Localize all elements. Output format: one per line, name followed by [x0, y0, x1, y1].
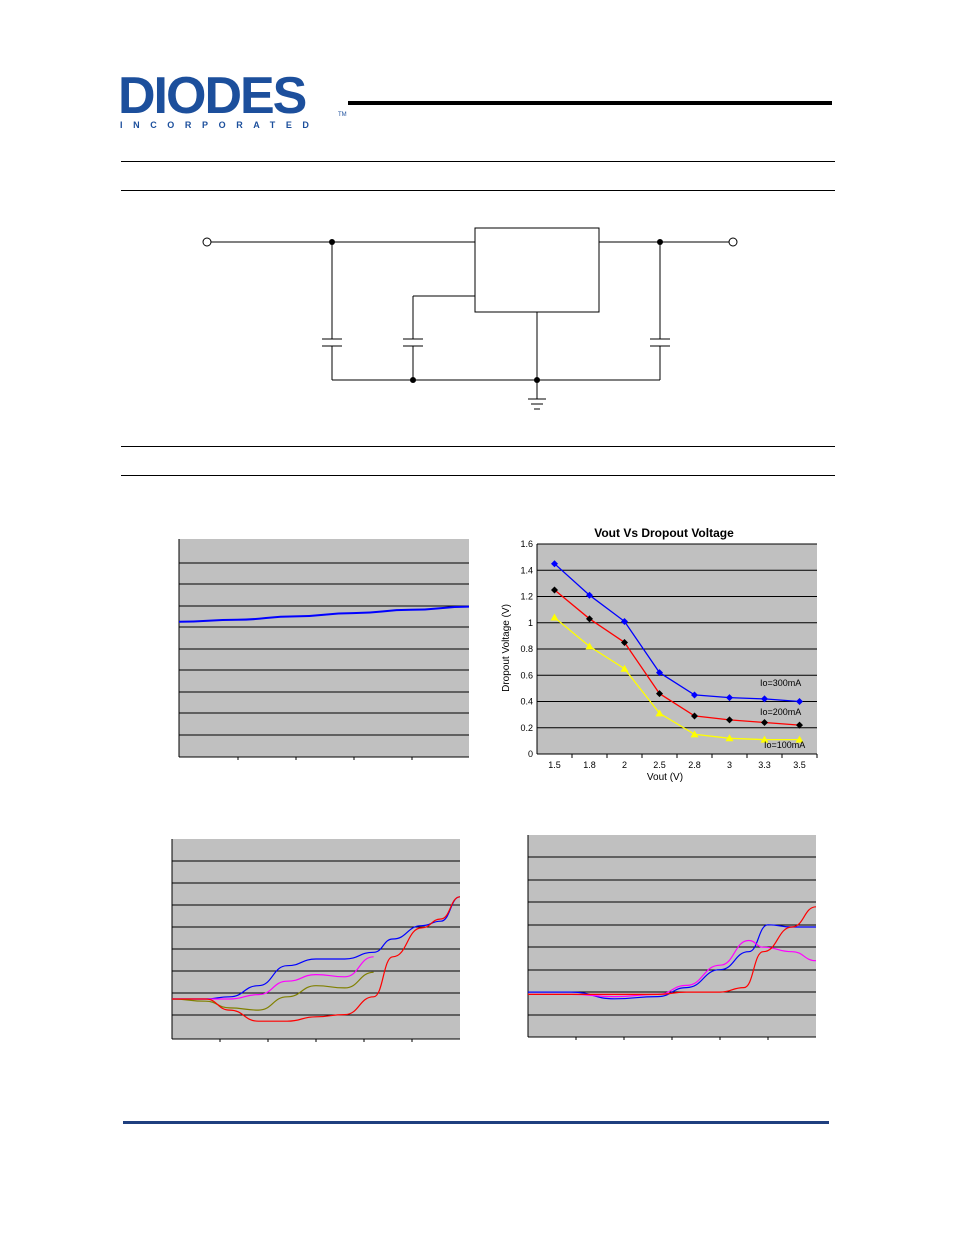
chart-2-point	[656, 690, 663, 698]
logo-subtext: INCORPORATED	[120, 120, 320, 130]
chart-2-point	[586, 591, 593, 599]
chart-2: Vout Vs Dropout Voltage 0 0.2 0.4 0.6 0.8 1 1.…	[501, 526, 818, 783]
chart-2-y-tick: 0.2	[520, 723, 533, 733]
regulator-ic-block	[474, 227, 600, 313]
chart-3-series-3	[171, 971, 374, 1011]
chart-2-point	[691, 691, 698, 699]
application-circuit	[202, 227, 738, 410]
chart-2-point	[586, 615, 593, 623]
chart-2-point	[620, 664, 629, 672]
chart-2-point	[551, 586, 558, 594]
chart-2-series-line-2	[554, 589, 800, 726]
chart-2-series-line-1	[554, 563, 800, 703]
chart-3-series-4	[172, 896, 461, 1022]
legend-label-io100: Io=100mA	[764, 740, 805, 750]
chart-2-point	[725, 734, 734, 742]
section-rule-2a	[121, 446, 835, 447]
chart-2-x-tick: 3.3	[758, 760, 771, 770]
chart-4-plot-area	[528, 835, 816, 1037]
chart-2-x-tick: 1.8	[583, 760, 596, 770]
chart-2-x-tick-labels: 1.5 1.8 2 2.5 2.8 3 3.3 3.5	[548, 754, 818, 770]
chart-2-point	[550, 613, 559, 621]
chart-2-y-tick: 0.6	[520, 670, 533, 680]
chart-2-y-tick: 1.4	[520, 565, 533, 575]
chart-2-x-tick: 2.8	[688, 760, 701, 770]
chart-3-gridlines	[172, 860, 460, 1016]
chart-2-point	[726, 694, 733, 702]
chart-2-x-tick: 2.5	[653, 760, 666, 770]
chart-4	[527, 835, 817, 1040]
chart-1-series-1	[178, 605, 470, 623]
chart-1-plot-area	[179, 539, 469, 757]
chart-2-x-axis-label: Vout (V)	[647, 772, 683, 783]
input-terminal	[202, 237, 212, 247]
chart-3	[171, 839, 461, 1042]
chart-2-y-tick: 0	[528, 749, 533, 759]
chart-4-series-3	[528, 906, 817, 995]
chart-2-y-axis-label: Dropout Voltage (V)	[501, 604, 512, 692]
chart-2-point	[621, 617, 628, 625]
chart-2-x-tick: 1.5	[548, 760, 561, 770]
chart-2-point	[726, 716, 733, 724]
chart-2-y-tick-labels: 0 0.2 0.4 0.6 0.8 1 1.2 1.4 1.6	[520, 539, 533, 759]
chart-3-series-1	[172, 896, 461, 1000]
chart-2-x-tick: 3	[727, 760, 732, 770]
section-rule-1a	[121, 161, 835, 162]
chart-3-plot-area	[172, 839, 460, 1039]
chart-2-point	[655, 709, 664, 717]
chart-2-point	[621, 638, 628, 646]
chart-2-y-tick: 1.2	[520, 592, 533, 602]
chart-2-point	[551, 560, 558, 568]
chart-2-point	[761, 695, 768, 703]
chart-2-point	[691, 712, 698, 720]
chart-1-gridlines	[179, 562, 469, 736]
chart-4-series-2	[528, 939, 817, 998]
chart-2-x-tick: 2	[622, 760, 627, 770]
footer-rule	[123, 1121, 829, 1124]
chart-2-gridlines	[537, 543, 817, 729]
section-rule-2b	[121, 475, 835, 476]
chart-2-point	[585, 642, 594, 650]
legend-label-io200: Io=200mA	[760, 707, 801, 717]
header-rule	[348, 101, 832, 105]
chart-2-series-line-3	[554, 616, 800, 741]
output-terminal	[728, 237, 738, 247]
logo-wordmark: DIODES	[118, 67, 307, 125]
diodes-logo: DIODES INCORPORATED TM	[118, 67, 350, 136]
chart-2-point	[796, 721, 803, 729]
chart-1	[178, 539, 470, 760]
chart-2-y-tick: 0.8	[520, 644, 533, 654]
chart-2-title: Vout Vs Dropout Voltage	[594, 526, 734, 540]
section-rule-1b	[121, 190, 835, 191]
chart-2-y-tick: 1.6	[520, 539, 533, 549]
logo-tm: TM	[338, 112, 347, 118]
chart-2-point	[760, 735, 769, 743]
chart-2-point	[761, 719, 768, 726]
chart-2-point	[656, 669, 663, 677]
legend-label-io300: Io=300mA	[760, 678, 801, 688]
chart-2-y-tick: 1	[528, 618, 533, 628]
chart-2-point	[796, 698, 803, 705]
chart-2-x-tick: 3.5	[793, 760, 806, 770]
chart-2-point	[690, 730, 699, 738]
chart-2-y-tick: 0.4	[520, 697, 533, 707]
chart-2-point	[795, 735, 804, 743]
